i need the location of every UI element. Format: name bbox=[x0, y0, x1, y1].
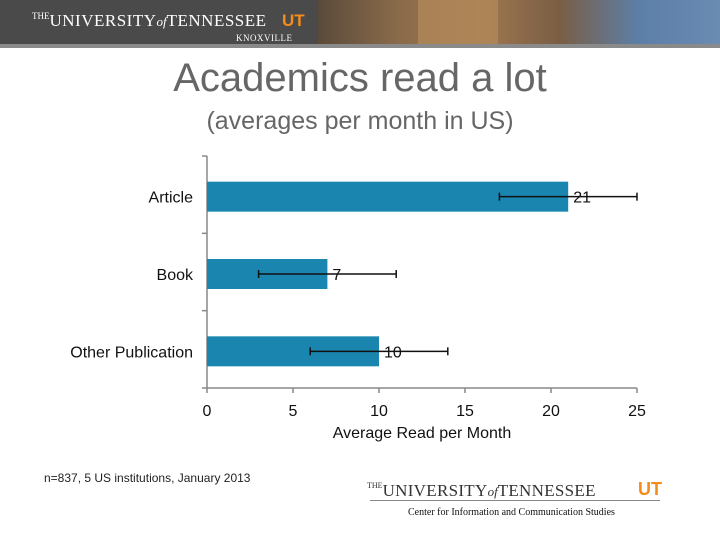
footnote: n=837, 5 US institutions, January 2013 bbox=[44, 471, 251, 485]
header-banner: THEUNIVERSITYofTENNESSEE UT KNOXVILLE bbox=[0, 0, 720, 48]
x-tick-label: 20 bbox=[542, 403, 560, 420]
data-label: 7 bbox=[332, 267, 341, 284]
footer-wordmark-university: UNIVERSITY bbox=[382, 481, 488, 500]
x-tick-label: 25 bbox=[628, 403, 646, 420]
x-tick-label: 5 bbox=[289, 403, 298, 420]
x-tick-label: 0 bbox=[203, 403, 212, 420]
wordmark-university: UNIVERSITY bbox=[49, 11, 157, 30]
wordmark-the: THE bbox=[32, 11, 50, 21]
footer-wordmark: THEUNIVERSITYofTENNESSEE bbox=[367, 481, 596, 501]
center-name: Center for Information and Communication… bbox=[408, 507, 615, 518]
slide-title: Academics read a lot bbox=[173, 56, 547, 100]
wordmark-location: KNOXVILLE bbox=[236, 33, 293, 43]
category-label: Article bbox=[149, 190, 194, 207]
x-tick-label: 10 bbox=[370, 403, 388, 420]
campus-photo bbox=[318, 0, 720, 44]
x-tick-label: 15 bbox=[456, 403, 474, 420]
category-label: Book bbox=[157, 267, 194, 284]
footer-rule bbox=[370, 500, 660, 501]
bar-chart: 0 5 10 15 20 25 Average Read per Month Article 2… bbox=[70, 155, 646, 442]
wordmark-tennessee: TENNESSEE bbox=[166, 11, 267, 30]
campus-tower-shape bbox=[418, 0, 498, 44]
x-axis-title: Average Read per Month bbox=[333, 425, 511, 442]
ut-logo-icon: UT bbox=[282, 11, 305, 30]
data-label: 10 bbox=[384, 344, 402, 361]
footer-wordmark-tennessee: TENNESSEE bbox=[497, 481, 596, 500]
category-label: Other Publication bbox=[70, 344, 193, 361]
footer-ut-logo-icon: UT bbox=[638, 479, 662, 499]
data-label: 21 bbox=[573, 190, 591, 207]
header-stripe bbox=[0, 44, 720, 48]
footer-wordmark-the: THE bbox=[367, 481, 383, 490]
university-wordmark: THEUNIVERSITYofTENNESSEE bbox=[32, 11, 267, 31]
footer-wordmark-of: of bbox=[487, 484, 498, 499]
slide-subtitle: (averages per month in US) bbox=[206, 107, 514, 135]
wordmark-of: of bbox=[156, 14, 167, 29]
